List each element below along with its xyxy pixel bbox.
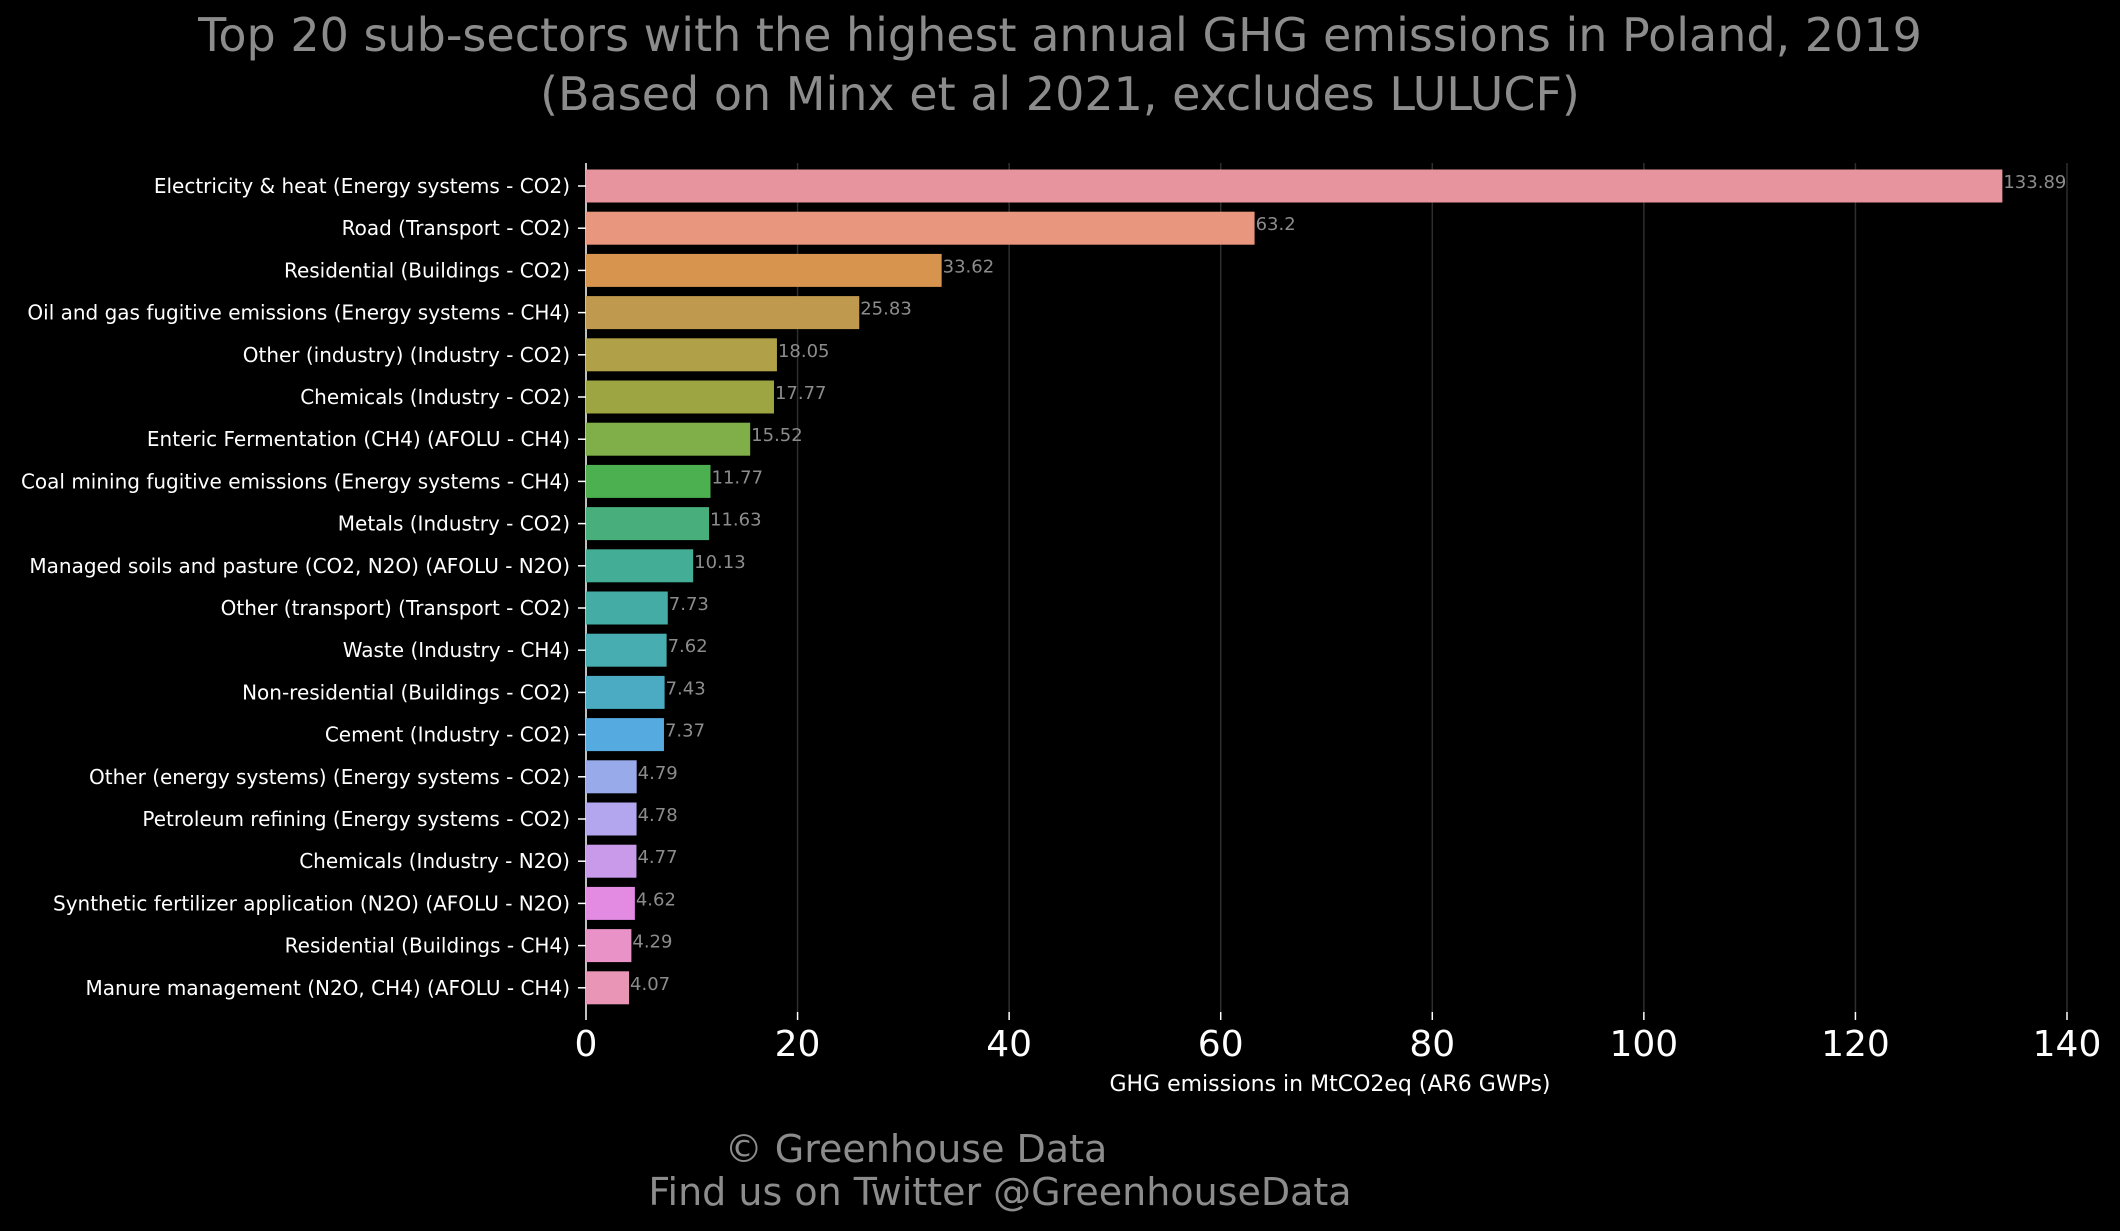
category-label-3: Residential (Buildings - CO2) bbox=[284, 258, 570, 282]
chart-subtitle: (Based on Minx et al 2021, excludes LULU… bbox=[540, 67, 1580, 121]
bars bbox=[586, 169, 2003, 1005]
bar-18 bbox=[586, 886, 635, 920]
category-label-20: Manure management (N2O, CH4) (AFOLU - CH… bbox=[86, 976, 570, 1000]
category-label-8: Coal mining fugitive emissions (Energy s… bbox=[21, 469, 570, 493]
value-label-19: 4.29 bbox=[632, 932, 672, 953]
value-label-11: 7.73 bbox=[669, 594, 709, 615]
value-label-16: 4.78 bbox=[638, 805, 678, 826]
footer-copyright: © Greenhouse Data bbox=[725, 1127, 1108, 1171]
category-label-18: Synthetic fertilizer application (N2O) (… bbox=[53, 891, 570, 915]
value-label-9: 11.63 bbox=[710, 510, 762, 531]
x-tick-label-100: 100 bbox=[1609, 1024, 1678, 1065]
category-label-15: Other (energy systems) (Energy systems -… bbox=[89, 765, 570, 789]
category-label-7: Enteric Fermentation (CH4) (AFOLU - CH4) bbox=[147, 427, 570, 451]
chart-title: Top 20 sub-sectors with the highest annu… bbox=[197, 8, 1922, 62]
gridlines bbox=[585, 163, 2068, 1012]
value-label-12: 7.62 bbox=[668, 636, 708, 657]
bar-3 bbox=[586, 253, 942, 287]
bar-2 bbox=[586, 211, 1255, 245]
x-tick-label-60: 60 bbox=[1198, 1024, 1244, 1065]
value-label-4: 25.83 bbox=[860, 299, 912, 320]
value-label-5: 18.05 bbox=[778, 341, 830, 362]
bar-19 bbox=[586, 929, 632, 963]
value-label-17: 4.77 bbox=[637, 847, 677, 868]
category-label-4: Oil and gas fugitive emissions (Energy s… bbox=[27, 301, 570, 325]
value-label-14: 7.37 bbox=[665, 721, 705, 742]
category-label-14: Cement (Industry - CO2) bbox=[325, 723, 570, 747]
value-label-8: 11.77 bbox=[712, 467, 764, 488]
category-label-2: Road (Transport - CO2) bbox=[342, 216, 570, 240]
bar-14 bbox=[586, 718, 664, 752]
value-label-2: 63.2 bbox=[1256, 214, 1296, 235]
category-label-13: Non-residential (Buildings - CO2) bbox=[242, 680, 570, 704]
bar-20 bbox=[586, 971, 630, 1005]
value-label-18: 4.62 bbox=[636, 889, 676, 910]
value-label-15: 4.79 bbox=[638, 763, 678, 784]
bar-4 bbox=[586, 296, 860, 330]
bar-10 bbox=[586, 549, 694, 583]
x-tick-label-80: 80 bbox=[1409, 1024, 1455, 1065]
footer-twitter: Find us on Twitter @GreenhouseData bbox=[648, 1170, 1351, 1214]
category-label-17: Chemicals (Industry - N2O) bbox=[299, 849, 570, 873]
category-label-19: Residential (Buildings - CH4) bbox=[285, 934, 570, 958]
bar-5 bbox=[586, 338, 777, 372]
bar-9 bbox=[586, 507, 710, 541]
value-label-20: 4.07 bbox=[630, 974, 670, 995]
bar-12 bbox=[586, 633, 667, 667]
bar-7 bbox=[586, 422, 751, 456]
value-label-10: 10.13 bbox=[694, 552, 746, 573]
bar-1 bbox=[586, 169, 2003, 203]
value-label-7: 15.52 bbox=[751, 425, 803, 446]
x-tick-label-120: 120 bbox=[1821, 1024, 1890, 1065]
bar-16 bbox=[586, 802, 637, 836]
category-label-6: Chemicals (Industry - CO2) bbox=[300, 385, 570, 409]
category-label-1: Electricity & heat (Energy systems - CO2… bbox=[154, 174, 570, 198]
value-label-13: 7.43 bbox=[666, 678, 706, 699]
x-tick-label-20: 20 bbox=[775, 1024, 821, 1065]
x-tick-label-140: 140 bbox=[2033, 1024, 2102, 1065]
bar-6 bbox=[586, 380, 774, 414]
value-label-3: 33.62 bbox=[943, 256, 995, 277]
category-label-11: Other (transport) (Transport - CO2) bbox=[221, 596, 570, 620]
category-label-5: Other (industry) (Industry - CO2) bbox=[243, 343, 570, 367]
bar-11 bbox=[586, 591, 668, 625]
x-tick-label-0: 0 bbox=[575, 1024, 598, 1065]
x-tick-label-40: 40 bbox=[986, 1024, 1032, 1065]
bar-13 bbox=[586, 675, 665, 709]
category-label-9: Metals (Industry - CO2) bbox=[338, 512, 570, 536]
bar-15 bbox=[586, 760, 637, 794]
value-label-1: 133.89 bbox=[2003, 172, 2066, 193]
category-label-12: Waste (Industry - CH4) bbox=[343, 638, 570, 662]
bar-8 bbox=[586, 464, 711, 498]
value-label-6: 17.77 bbox=[775, 383, 827, 404]
category-label-16: Petroleum refining (Energy systems - CO2… bbox=[142, 807, 570, 831]
x-axis-ticks: 0 20 40 60 80 100 120 140 bbox=[575, 1012, 2102, 1065]
value-labels: 133.89 63.2 33.62 25.83 18.05 17.77 15.52 11.77… bbox=[630, 172, 2066, 995]
x-axis-title: GHG emissions in MtCO2eq (AR6 GWPs) bbox=[1109, 1072, 1550, 1097]
bar-17 bbox=[586, 844, 637, 878]
category-label-10: Managed soils and pasture (CO2, N2O) (AF… bbox=[29, 554, 570, 578]
category-labels: Electricity & heat (Energy systems - CO2… bbox=[21, 174, 586, 1000]
